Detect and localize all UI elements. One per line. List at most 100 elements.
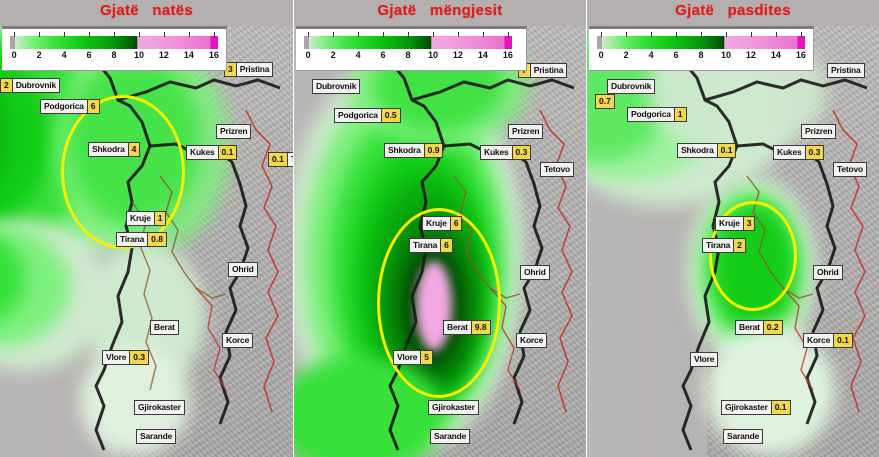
city-value: 6 <box>441 238 453 253</box>
panel-morning: Gjatë mëngjesit <box>293 0 586 457</box>
city-name: Pristina <box>529 63 568 78</box>
colorbar-tick-label: 16 <box>208 50 219 60</box>
city-name: Gjirokaster <box>721 400 772 415</box>
colorbar-tick <box>383 32 385 37</box>
city-name: Vlore <box>690 352 719 367</box>
panel-afternoon: Gjatë pasdites <box>586 0 879 457</box>
colorbar-tick-label: 2 <box>330 50 336 60</box>
city-value: 0.1 <box>834 333 853 348</box>
colorbar-tick-label: 10 <box>133 50 144 60</box>
colorbar-tick <box>601 32 603 37</box>
city-label-shkodra: Shkodra 0.9 <box>384 143 444 158</box>
city-label-ohrid: Ohrid <box>520 265 550 280</box>
city-name: Kukes <box>186 145 219 160</box>
city-value: 0.1 <box>218 145 238 160</box>
colorbar-tick <box>408 32 409 37</box>
map-night: 2 Dubrovnik Podgorica 6 Shkodra 4 Kukes 0.1 … <box>0 26 293 457</box>
city-label-podgorica: Podgorica 0.5 <box>334 108 401 123</box>
colorbar-tick <box>138 32 140 37</box>
city-name: Vlore <box>393 350 422 365</box>
city-name: Sarande <box>136 429 177 444</box>
colorbar-tick-label: 0 <box>598 50 604 60</box>
city-label-tetovo: Tetovo <box>833 162 868 177</box>
city-label-gjirokaster: Gjirokaster <box>134 400 185 415</box>
colorbar-tick-labels: 0 2 4 6 8 10 12 14 16 <box>597 50 806 64</box>
city-value: 0.9 <box>424 143 444 158</box>
colorbar-tick <box>114 32 115 37</box>
city-label-kukes: Kukes 0.1 <box>186 145 238 160</box>
colorbar-gradient <box>304 36 512 49</box>
city-label-vlore: Vlore 5 <box>393 350 433 365</box>
city-name: Podgorica <box>627 107 675 122</box>
city-name: Dubrovnik <box>312 79 361 94</box>
city-name: Podgorica <box>40 99 88 114</box>
city-name: Korce <box>803 333 835 348</box>
colorbar-tick <box>358 32 360 37</box>
colorbar-tick-label: 4 <box>61 50 67 60</box>
precip-band <box>0 62 5 212</box>
colorbar-tick <box>651 32 653 37</box>
colorbar-tick-label: 14 <box>477 50 488 60</box>
city-label-kruje: Kruje 1 <box>126 211 167 226</box>
city-name: Kruje <box>715 216 744 231</box>
city-label-berat: Berat <box>150 320 179 335</box>
colorbar-tick-label: 0 <box>11 50 17 60</box>
city-label-ohrid: Ohrid <box>813 265 843 280</box>
city-name: Dubrovnik <box>607 79 656 94</box>
city-label-podgorica: Podgorica 1 <box>627 107 687 122</box>
panel-title-afternoon: Gjatë pasdites <box>675 2 791 19</box>
colorbar-under-segment <box>597 36 602 49</box>
city-value: 9.8 <box>471 320 491 335</box>
colorbar-tick-label: 16 <box>502 50 513 60</box>
city-label-tirana: Tirana 0.8 <box>116 232 167 247</box>
colorbar-tick <box>507 32 509 37</box>
city-value: 0.1 <box>717 143 737 158</box>
colorbar-tick <box>701 32 702 37</box>
city-name: Tirana <box>116 232 149 247</box>
city-label-prizren: Prizren <box>801 124 837 139</box>
city-name: Ohrid <box>813 265 843 280</box>
colorbar-ticks <box>597 32 805 50</box>
city-name: Kukes <box>773 145 806 160</box>
city-name: Gjirokaster <box>134 400 185 415</box>
city-name: Ohrid <box>228 262 258 277</box>
colorbar-tick <box>188 32 190 37</box>
city-value: 6 <box>87 99 100 114</box>
colorbar-ticks <box>10 32 218 50</box>
city-value: 4 <box>128 142 141 157</box>
colorbar-tick-label: 14 <box>183 50 194 60</box>
city-name: Shkodra <box>677 143 718 158</box>
city-value: 1 <box>674 107 687 122</box>
highlight-ellipse-afternoon <box>709 201 797 311</box>
city-label-vlore: Vlore <box>690 352 719 367</box>
city-name: Tetovo <box>833 162 868 177</box>
city-label-vlore: Vlore 0.3 <box>102 350 150 365</box>
city-value: 0.2 <box>763 320 783 335</box>
colorbar-tick-label: 8 <box>698 50 704 60</box>
city-label-berat: Berat 0.2 <box>735 320 783 335</box>
city-label-pristina: 3 Pristina <box>224 62 274 77</box>
city-label-kukes: Kukes 0.3 <box>773 145 825 160</box>
colorbar-tick <box>213 32 215 37</box>
colorbar-tick-label: 8 <box>405 50 411 60</box>
city-name: Sarande <box>430 429 471 444</box>
colorbar-tick-label: 6 <box>86 50 92 60</box>
city-value: 0.8 <box>148 232 167 247</box>
colorbar-morning: 0 2 4 6 8 10 12 14 16 <box>296 26 527 71</box>
colorbar-afternoon: 0 2 4 6 8 10 12 14 16 <box>589 26 814 71</box>
city-label-kruje: Kruje 6 <box>422 216 463 231</box>
city-label-ohrid: Ohrid <box>228 262 258 277</box>
city-name: Shkodra <box>384 143 425 158</box>
colorbar-tick-label: 4 <box>648 50 654 60</box>
colorbar-tick-label: 14 <box>770 50 781 60</box>
city-name: Shkodra <box>88 142 129 157</box>
colorbar-tick-label: 10 <box>427 50 438 60</box>
city-label-dubrovnik-value: 0.7 <box>595 94 615 109</box>
colorbar-tick <box>800 32 802 37</box>
city-label-tirana: Tirana 6 <box>409 238 453 253</box>
colorbar-scale <box>602 36 805 49</box>
city-name: Korce <box>222 333 254 348</box>
city-value: 0.3 <box>805 145 825 160</box>
city-label-podgorica: Podgorica 6 <box>40 99 100 114</box>
